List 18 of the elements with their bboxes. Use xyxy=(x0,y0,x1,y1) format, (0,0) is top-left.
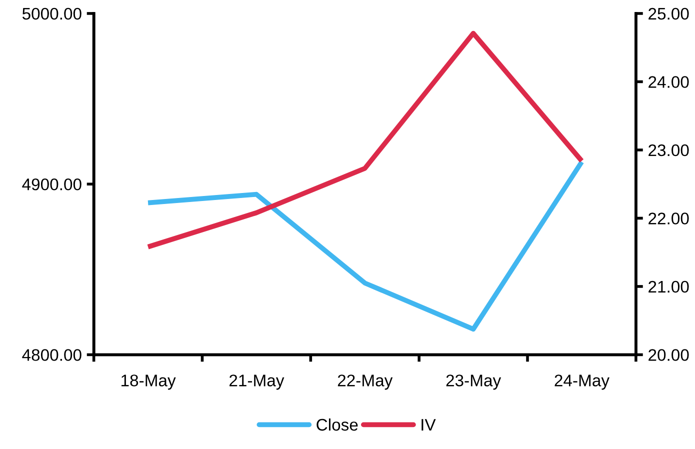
y2-tick-label: 25.00 xyxy=(648,8,689,20)
y2-tick-label: 20.00 xyxy=(648,349,689,361)
x-tick-label: 18-May xyxy=(122,374,176,390)
y-tick-label: 4900.00 xyxy=(22,178,82,190)
x-tick-label: 22-May xyxy=(338,374,393,390)
x-tick-label: 21-May xyxy=(230,374,284,390)
line-series xyxy=(146,30,584,250)
legend-label: Close xyxy=(316,418,358,431)
line-series xyxy=(146,159,584,332)
y2-tick-label: 24.00 xyxy=(648,76,689,88)
x-tick-label: 23-May xyxy=(446,374,502,390)
y2-tick-label: 23.00 xyxy=(648,144,689,156)
x-tick-label: 24-May xyxy=(554,374,610,390)
y2-tick-label: 21.00 xyxy=(648,280,689,293)
legend-label: IV xyxy=(422,419,436,431)
y2-tick-label: 22.00 xyxy=(648,212,689,224)
y-tick-label: 5000.00 xyxy=(22,8,82,20)
y-tick-label: 4800.00 xyxy=(22,349,82,361)
